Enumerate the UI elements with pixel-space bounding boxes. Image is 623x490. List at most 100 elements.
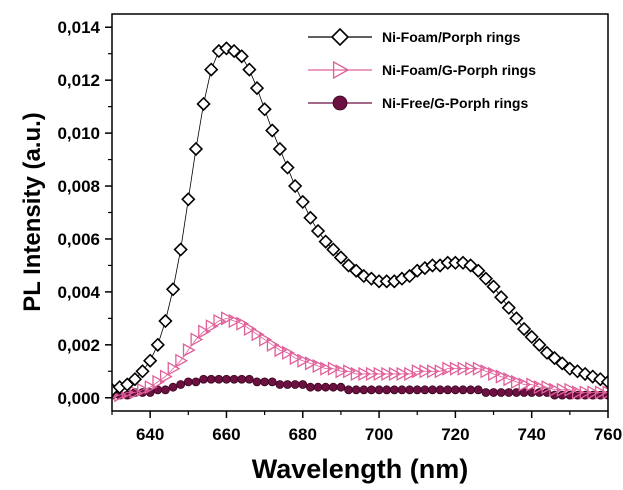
data-point — [272, 141, 288, 157]
data-point — [478, 271, 494, 286]
data-point — [501, 300, 516, 315]
legend-item: Ni-Foam/G-Porph rings — [308, 60, 536, 80]
data-point — [600, 374, 608, 390]
data-point — [288, 178, 303, 194]
data-point — [419, 364, 433, 379]
y-tick-label: 0,002 — [57, 336, 100, 355]
data-point — [457, 361, 471, 376]
data-point — [159, 369, 173, 384]
data-point — [135, 364, 150, 379]
data-point — [504, 388, 514, 397]
data-point — [275, 380, 285, 389]
data-point — [358, 366, 372, 382]
y-tick-label: 0,006 — [57, 230, 100, 249]
data-point — [274, 343, 288, 358]
data-point — [181, 192, 196, 207]
data-point — [260, 377, 270, 387]
data-point — [213, 313, 227, 329]
data-point — [321, 382, 331, 392]
data-point — [336, 382, 346, 392]
data-point — [152, 374, 166, 389]
data-point — [312, 358, 326, 374]
data-point — [549, 382, 562, 397]
legend-item: Ni-Free/G-Porph rings — [308, 95, 528, 111]
data-point — [343, 364, 356, 379]
x-axis: 640 660 680 700 720 740 760 — [111, 411, 622, 444]
data-point — [161, 385, 170, 395]
data-point — [494, 290, 509, 305]
legend-marker — [332, 95, 348, 111]
legend-marker — [332, 60, 350, 80]
data-point — [518, 377, 532, 392]
data-point — [359, 385, 369, 395]
data-point — [365, 366, 379, 382]
data-point — [541, 380, 555, 395]
data-point — [144, 380, 158, 395]
y-axis-title: PL Intensity (a.u.) — [19, 112, 46, 312]
data-point — [167, 361, 181, 376]
data-point — [206, 374, 216, 384]
data-point — [351, 385, 361, 395]
data-point — [435, 385, 445, 395]
data-point — [412, 385, 422, 395]
data-point — [397, 385, 407, 395]
data-point — [510, 374, 524, 389]
data-point — [503, 372, 517, 387]
legend-marker — [330, 27, 350, 47]
data-point — [458, 385, 468, 395]
data-point — [165, 282, 181, 297]
legend: Ni-Foam/Porph rings Ni-Foam/G-Porph rings… — [308, 27, 536, 111]
y-axis: 0,000 0,002 0,004 0,006 0,008 0,010 0,012 0,014 — [57, 18, 112, 408]
data-point — [143, 353, 158, 368]
data-point — [175, 353, 189, 368]
data-point — [310, 223, 326, 239]
data-point — [176, 380, 186, 389]
data-point — [480, 364, 494, 379]
data-point — [283, 380, 292, 389]
data-point — [532, 337, 547, 352]
data-point — [466, 385, 476, 395]
data-point — [318, 234, 333, 249]
data-point — [442, 361, 456, 376]
data-point — [434, 364, 448, 379]
x-tick-label: 660 — [212, 425, 240, 444]
data-point — [168, 382, 178, 392]
data-point — [481, 388, 491, 397]
data-point — [450, 385, 460, 395]
data-point — [251, 327, 265, 342]
data-point — [594, 385, 608, 400]
data-point — [150, 337, 165, 352]
x-tick-label: 740 — [518, 425, 546, 444]
data-point — [280, 160, 295, 175]
data-point — [579, 385, 593, 400]
legend-label: Ni-Foam/Porph rings — [382, 29, 521, 45]
data-point — [327, 361, 341, 376]
data-point — [190, 332, 204, 347]
data-point — [404, 366, 417, 382]
data-point — [289, 350, 303, 366]
data-point — [237, 374, 247, 384]
data-point — [229, 374, 239, 384]
data-point — [488, 366, 501, 382]
y-tick-label: 0,012 — [57, 71, 100, 90]
x-tick-label: 640 — [136, 425, 164, 444]
data-point — [326, 242, 341, 257]
data-point — [382, 385, 392, 395]
data-point — [234, 49, 249, 64]
series-line — [112, 317, 608, 396]
data-point — [411, 364, 425, 379]
data-point — [282, 345, 295, 360]
data-point — [471, 263, 486, 278]
y-tick-label: 0,010 — [57, 124, 100, 143]
data-point — [381, 366, 395, 382]
legend-label: Ni-Foam/G-Porph rings — [382, 62, 536, 78]
y-tick-label: 0,008 — [57, 177, 100, 196]
data-point — [489, 388, 498, 397]
data-point — [259, 332, 272, 347]
data-point — [449, 361, 463, 376]
data-point — [158, 313, 173, 329]
data-point — [214, 374, 224, 384]
data-point — [443, 385, 453, 395]
data-point — [303, 210, 318, 225]
